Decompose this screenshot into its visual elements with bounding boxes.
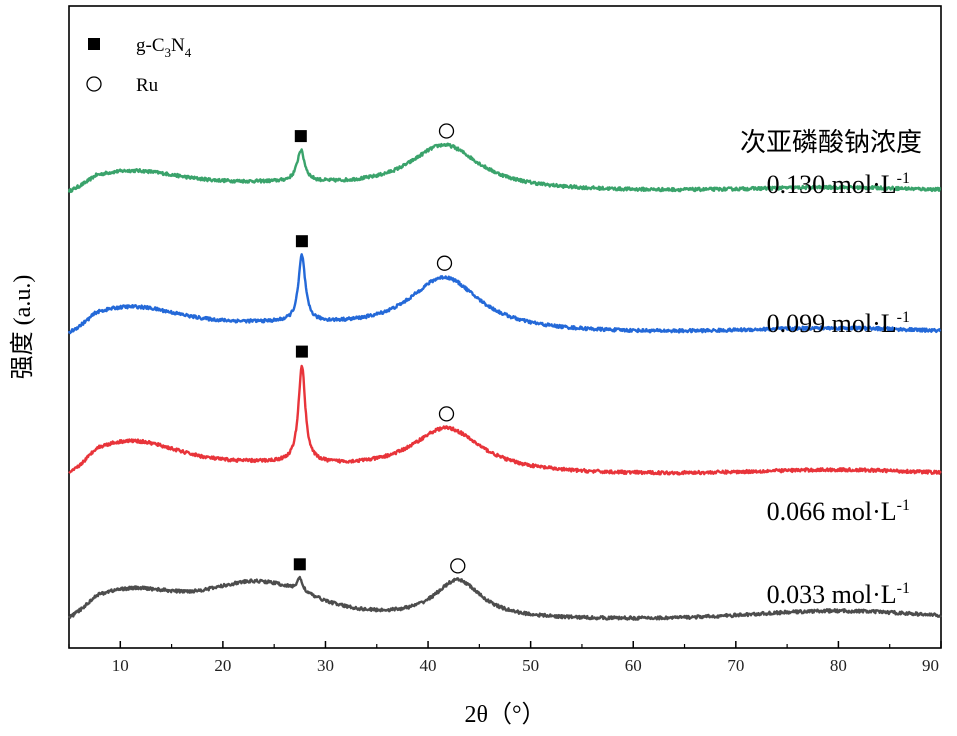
xrd-series-line (68, 364, 942, 476)
x-tick-label: 70 (727, 656, 744, 675)
legend-ru-label: Ru (136, 75, 159, 96)
x-tick-label: 50 (522, 656, 539, 675)
x-tick-label: 60 (625, 656, 642, 675)
plot-frame (68, 5, 942, 649)
gc3n4-peak-marker (294, 130, 307, 143)
x-tick-label: 10 (112, 656, 129, 675)
gc3n4-peak-marker (295, 235, 308, 248)
x-tick-label: 80 (830, 656, 847, 675)
xrd-series-line (67, 142, 942, 194)
ru-peak-marker (450, 558, 466, 574)
concentration-title: 次亚磷酸钠浓度 (740, 128, 922, 158)
tick-layer: 10 20 30 40 50 60 70 80 90 (68, 641, 942, 675)
x-tick-label: 40 (420, 656, 437, 675)
x-tick-label: 90 (922, 656, 939, 675)
legend: g-C3N4 Ru (86, 35, 192, 96)
series-layer (67, 142, 942, 621)
series-label-0130: 0.130 mol·L-1 (767, 170, 910, 199)
ru-peak-marker (438, 406, 455, 422)
marker-layer (293, 123, 466, 574)
xrd-series-line (68, 575, 942, 621)
legend-ru-marker (86, 76, 102, 92)
legend-gc3n4-marker (88, 38, 100, 50)
x-tick-label: 30 (317, 656, 334, 675)
ru-peak-marker (436, 255, 453, 271)
legend-gc3n4-label: g-C3N4 (136, 35, 192, 60)
series-label-0099: 0.099 mol·L-1 (767, 309, 910, 338)
gc3n4-peak-marker (293, 558, 306, 571)
x-tick-label: 20 (214, 656, 231, 675)
series-label-0066: 0.066 mol·L-1 (767, 497, 910, 526)
x-axis-title: 2θ（°） (464, 702, 545, 728)
gc3n4-peak-marker (295, 345, 308, 358)
xrd-series-line (67, 253, 942, 335)
y-axis-title: 强度 (a.u.) (9, 275, 36, 380)
ru-peak-marker (438, 123, 455, 139)
series-label-0033: 0.033 mol·L-1 (767, 580, 910, 609)
